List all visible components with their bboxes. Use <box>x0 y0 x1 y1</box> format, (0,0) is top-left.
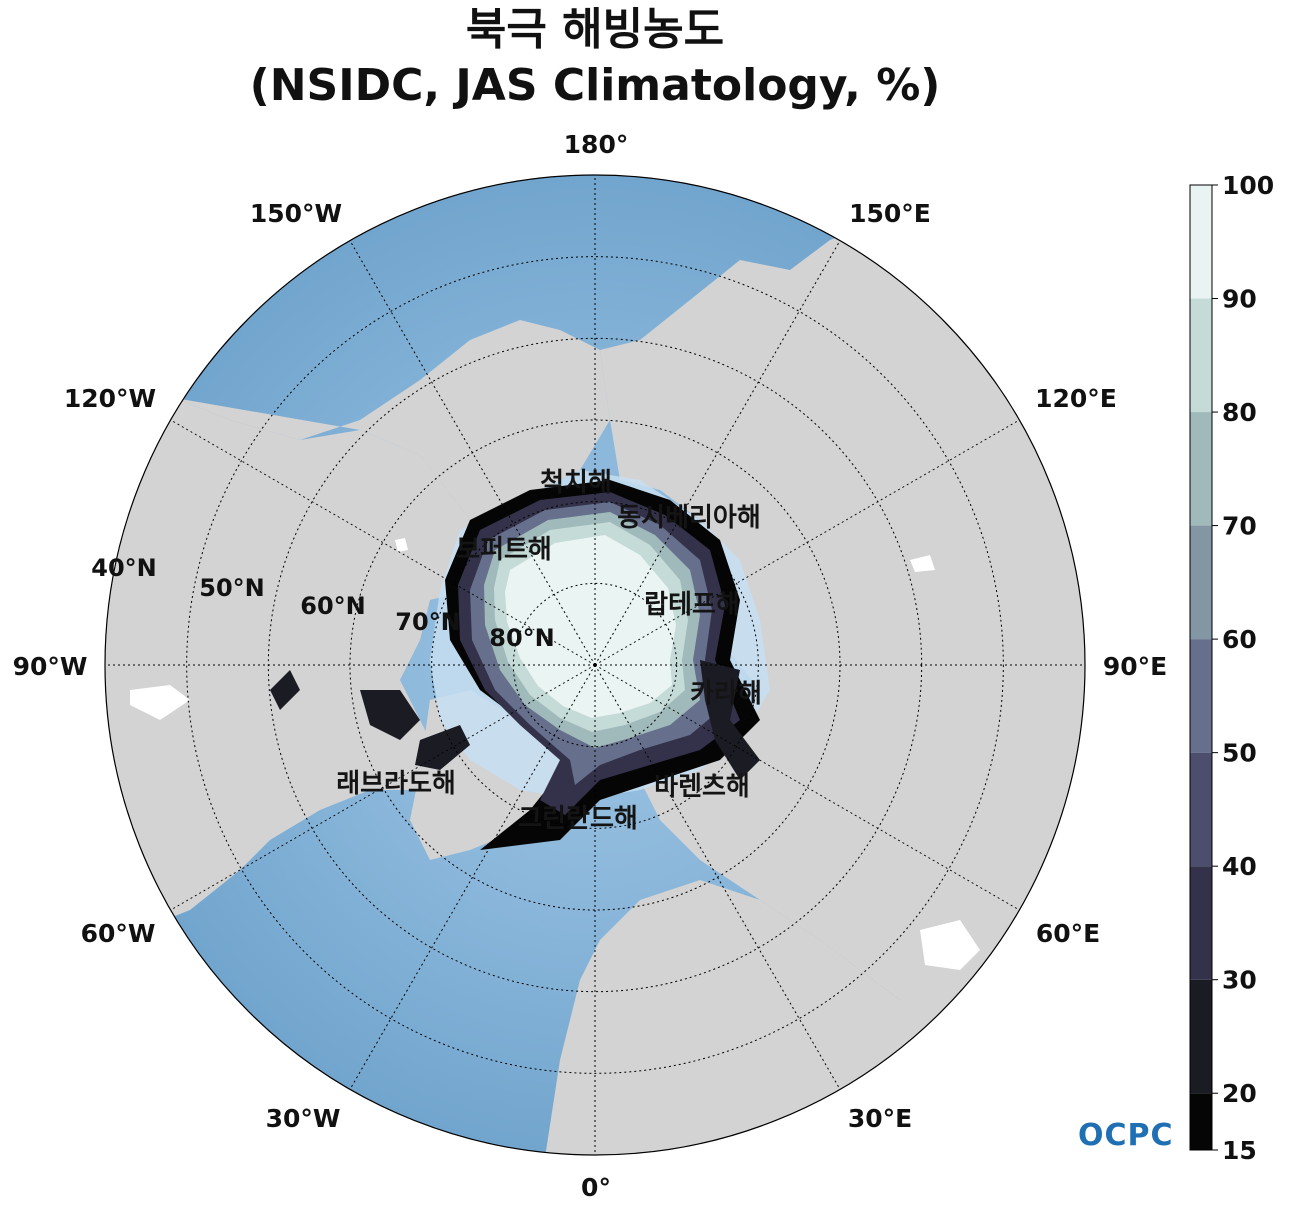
colorbar-tick-label: 20 <box>1222 1079 1257 1108</box>
sea-label-barents: 바렌츠해 <box>654 772 750 802</box>
sea-label-beaufort: 보퍼트해 <box>456 535 552 565</box>
lat-label-70: 70°N <box>395 608 460 636</box>
sea-label-chukchi: 척치해 <box>540 468 612 498</box>
sea-label-east-siberian: 동시베리아해 <box>617 503 761 533</box>
map-border <box>104 174 1086 1156</box>
colorbar-swatch <box>1190 298 1212 413</box>
colorbar-tick-label: 70 <box>1222 512 1257 541</box>
sea-label-laptev: 랍테프해 <box>644 590 740 620</box>
sea-label-greenland: 그린란드해 <box>518 804 638 834</box>
meridian-300 <box>170 664 596 911</box>
land-north-america <box>105 398 500 940</box>
colorbar-tick-label: 60 <box>1222 625 1257 654</box>
land-alaska <box>175 320 610 520</box>
colorbar-frame <box>1189 184 1213 1151</box>
lon-label-30e: 30°E <box>848 1104 912 1133</box>
ice-core <box>505 535 676 718</box>
title-line-2: (NSIDC, JAS Climatology, %) <box>249 60 941 111</box>
colorbar-swatch <box>1190 752 1212 867</box>
sea-labels: 척치해 동시베리아해 보퍼트해 랍테프해 카라해 래브라도해 그린란드해 바렌츠… <box>336 468 762 834</box>
colorbar-swatch <box>1190 639 1212 753</box>
land-eurasia <box>600 220 1085 1000</box>
lon-label-120e: 120°E <box>1035 384 1117 413</box>
ice-hudson-region <box>270 670 470 770</box>
meridian-60 <box>594 664 1020 911</box>
longitude-labels: 180° 150°E 120°E 90°E 60°E 30°E 0° 30°W … <box>13 130 1168 1202</box>
meridian-30 <box>594 664 841 1090</box>
colorbar-tick-label: 100 <box>1222 171 1274 200</box>
colorbar-tick-label: 50 <box>1222 739 1257 768</box>
meridian-240 <box>170 419 596 666</box>
lon-label-60e: 60°E <box>1036 919 1100 948</box>
lat-label-60: 60°N <box>300 592 365 620</box>
lon-label-120w: 120°W <box>64 384 156 413</box>
lon-label-60w: 60°W <box>81 919 156 948</box>
graticule <box>105 175 1085 1155</box>
meridian-210 <box>349 240 596 666</box>
polar-map: 180° 150°E 120°E 90°E 60°E 30°E 0° 30°W … <box>13 130 1168 1202</box>
meridian-150 <box>594 240 841 666</box>
lon-label-180: 180° <box>564 130 629 159</box>
colorbar: 15 20 30 40 50 60 70 80 90 100 <box>1189 171 1274 1165</box>
lon-label-30w: 30°W <box>266 1104 341 1133</box>
logo-text: OCPC <box>1078 1118 1174 1153</box>
ice-kara-region <box>700 660 760 780</box>
meridian-330 <box>349 664 596 1090</box>
colorbar-tick-label: 40 <box>1222 852 1257 881</box>
colorbar-swatch <box>1190 866 1212 980</box>
title-line-1: 북극 해빙농도 <box>465 4 725 55</box>
lon-label-90w: 90°W <box>13 652 88 681</box>
lon-label-0: 0° <box>581 1173 611 1202</box>
lon-label-150e: 150°E <box>849 199 931 228</box>
lon-label-90e: 90°E <box>1103 652 1167 681</box>
lon-label-150w: 150°W <box>250 199 342 228</box>
map-title: 북극 해빙농도 (NSIDC, JAS Climatology, %) <box>0 2 1190 114</box>
colorbar-ticks: 15 20 30 40 50 60 70 80 90 100 <box>1212 171 1274 1165</box>
parallel-40 <box>186 256 1004 1074</box>
colorbar-swatch <box>1190 185 1212 299</box>
colorbar-tick-label: 90 <box>1222 285 1257 314</box>
colorbar-swatch <box>1190 1093 1212 1150</box>
colorbar-tick-label: 30 <box>1222 966 1257 995</box>
colorbar-swatch <box>1190 525 1212 640</box>
ocpc-logo: OCPC <box>1078 1118 1173 1154</box>
sea-label-kara: 카라해 <box>690 679 762 709</box>
sea-label-labrador: 래브라도해 <box>336 769 456 799</box>
latitude-labels: 40°N 50°N 60°N 70°N 80°N <box>91 554 554 652</box>
lat-label-50: 50°N <box>199 574 264 602</box>
colorbar-swatch <box>1190 412 1212 526</box>
colorbar-tick-label: 80 <box>1222 398 1257 427</box>
colorbar-swatch <box>1190 979 1212 1094</box>
colorbar-tick-label: 15 <box>1222 1136 1257 1165</box>
lat-label-40: 40°N <box>91 554 156 582</box>
meridian-120 <box>594 419 1020 666</box>
lat-label-80: 80°N <box>489 624 554 652</box>
parallel-70 <box>431 501 759 829</box>
colorbar-swatches <box>1190 185 1212 1150</box>
